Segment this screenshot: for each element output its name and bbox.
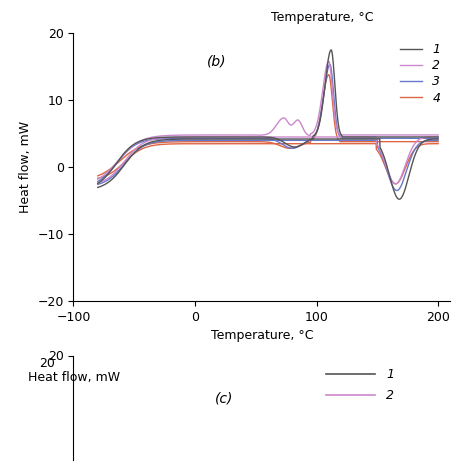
Y-axis label: Heat flow, mW: Heat flow, mW xyxy=(19,121,32,213)
Text: 20: 20 xyxy=(39,356,55,370)
Text: (c): (c) xyxy=(215,392,233,405)
Legend: 1, 2, 3, 4: 1, 2, 3, 4 xyxy=(396,39,444,108)
X-axis label: Temperature, °C: Temperature, °C xyxy=(210,329,313,342)
Text: 1: 1 xyxy=(386,368,394,381)
Text: (b): (b) xyxy=(207,55,227,68)
Text: 2: 2 xyxy=(386,389,394,401)
Text: Heat flow, mW: Heat flow, mW xyxy=(28,371,120,384)
Text: Temperature, °C: Temperature, °C xyxy=(271,11,374,24)
